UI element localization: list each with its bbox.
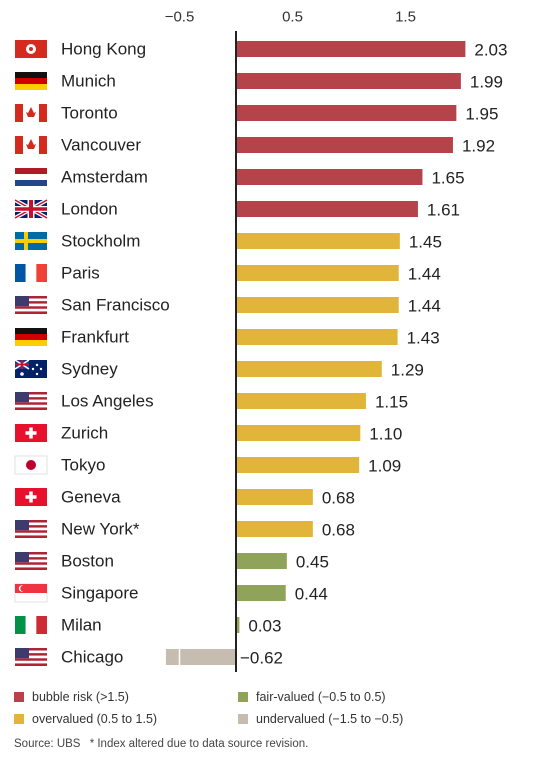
city-label: Frankfurt [61, 328, 129, 347]
city-label: Los Angeles [61, 392, 154, 411]
value-label: 1.09 [368, 457, 401, 476]
value-label: 1.95 [465, 105, 498, 124]
city-label: Singapore [61, 584, 139, 603]
legend-swatch-fair [238, 692, 248, 702]
value-label: 1.43 [407, 329, 440, 348]
germany-flag-icon [15, 72, 47, 90]
value-label: 1.44 [408, 297, 441, 316]
sweden-flag-icon [15, 232, 47, 250]
legend-label-bubble: bubble risk (>1.5) [32, 690, 129, 704]
city-label: Chicago [61, 648, 123, 667]
city-label: Amsterdam [61, 168, 148, 187]
value-label: 1.99 [470, 73, 503, 92]
japan-flag-icon [14, 455, 48, 475]
netherlands-flag-icon [15, 168, 47, 186]
value-label: 0.44 [295, 585, 328, 604]
x-tick-label: 1.5 [395, 9, 416, 26]
bar [236, 233, 400, 249]
city-label: London [61, 200, 118, 219]
city-label: Hong Kong [61, 40, 146, 59]
usa-flag-icon [15, 648, 47, 666]
bar [236, 73, 461, 89]
city-label: Stockholm [61, 232, 140, 251]
canada-flag-icon [15, 104, 47, 122]
city-label: Boston [61, 552, 114, 571]
revision-note: * Index altered due to data source revis… [89, 738, 309, 750]
hong-kong-flag-icon [15, 40, 47, 58]
legend-label-fair: fair-valued (−0.5 to 0.5) [256, 690, 386, 704]
value-label: 1.61 [427, 201, 460, 220]
usa-flag-icon [15, 520, 47, 538]
bar [236, 361, 382, 377]
value-label: 0.03 [248, 617, 281, 636]
france-flag-icon [15, 264, 47, 282]
bubble-index-chart: −0.5 0.5 1.5 Hong Kong 2.03 Munich 1.99 Toronto… [14, 9, 507, 672]
value-label: 0.68 [322, 521, 355, 540]
value-label: −0.62 [240, 649, 283, 668]
city-label: Tokyo [61, 456, 105, 475]
bar [236, 41, 466, 57]
bar [165, 649, 236, 665]
bar [236, 489, 313, 505]
source-note: Source: UBS * Index altered due to data … [14, 738, 314, 750]
value-label: 1.44 [408, 265, 441, 284]
legend-item-bubble: bubble risk (>1.5) [14, 690, 129, 704]
legend-swatch-overvalued [14, 714, 24, 724]
bar [236, 297, 399, 313]
australia-flag-icon [14, 359, 47, 378]
bar [236, 521, 313, 537]
x-tick-label: 0.5 [282, 9, 303, 26]
legend-label-overvalued: overvalued (0.5 to 1.5) [32, 712, 158, 726]
value-label: 0.45 [296, 553, 329, 572]
legend-item-overvalued: overvalued (0.5 to 1.5) [14, 712, 157, 726]
singapore-flag-icon [14, 583, 48, 603]
switzerland-flag-icon [15, 424, 47, 442]
bar [236, 553, 287, 569]
city-label: Zurich [61, 424, 108, 443]
bar [236, 393, 366, 409]
bar [236, 617, 240, 633]
value-label: 1.29 [391, 361, 424, 380]
legend-swatch-bubble [14, 692, 24, 702]
bar [236, 457, 360, 473]
legend-item-undervalued: undervalued (−1.5 to −0.5) [238, 712, 403, 726]
city-label: Geneva [61, 488, 121, 507]
city-label: San Francisco [61, 296, 170, 315]
value-label: 1.10 [369, 425, 402, 444]
bar [236, 137, 453, 153]
city-label: Sydney [61, 360, 118, 379]
usa-flag-icon [15, 296, 47, 314]
source-text: Source: UBS [14, 738, 81, 750]
bar [236, 329, 398, 345]
legend-swatch-undervalued [238, 714, 248, 724]
italy-flag-icon [15, 616, 47, 634]
value-label: 1.45 [409, 233, 442, 252]
legend-label-undervalued: undervalued (−1.5 to −0.5) [256, 712, 404, 726]
germany-flag-icon [15, 328, 47, 346]
usa-flag-icon [15, 392, 47, 410]
value-label: 1.65 [431, 169, 464, 188]
city-label: Paris [61, 264, 100, 283]
bar [236, 265, 399, 281]
city-label: Munich [61, 72, 116, 91]
legend-item-fair: fair-valued (−0.5 to 0.5) [238, 690, 386, 704]
value-label: 2.03 [474, 41, 507, 60]
bar [236, 169, 423, 185]
value-label: 1.15 [375, 393, 408, 412]
city-label: New York* [61, 520, 140, 539]
city-label: Vancouver [61, 136, 141, 155]
bar [236, 105, 457, 121]
city-label: Toronto [61, 104, 118, 123]
uk-flag-icon [14, 198, 48, 220]
switzerland-flag-icon [15, 488, 47, 506]
bar [236, 585, 286, 601]
value-label: 1.92 [462, 137, 495, 156]
canada-flag-icon [15, 136, 47, 154]
value-label: 0.68 [322, 489, 355, 508]
bar [236, 201, 418, 217]
usa-flag-icon [15, 552, 47, 570]
bar [236, 425, 361, 441]
x-tick-label: −0.5 [165, 9, 195, 26]
city-label: Milan [61, 616, 102, 635]
